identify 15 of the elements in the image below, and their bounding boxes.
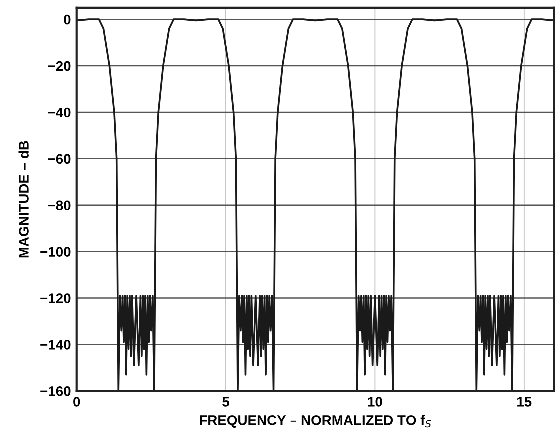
y-tick-label: −60 bbox=[48, 154, 71, 164]
y-tick-label: −20 bbox=[48, 61, 71, 72]
x-tick-label: 0 bbox=[74, 397, 80, 407]
y-tick-label: −160 bbox=[40, 386, 71, 396]
y-tick-label: 0 bbox=[64, 14, 71, 25]
x-axis-title: FREQUENCY – NORMALIZED TO f$_{S}$ bbox=[200, 415, 432, 428]
y-axis-title: MAGNITUDE – dB bbox=[18, 141, 29, 258]
x-tick-label: 10 bbox=[368, 397, 382, 407]
y-tick-label: −100 bbox=[40, 247, 71, 257]
y-tick-label: −140 bbox=[40, 340, 71, 350]
x-tick-label: 15 bbox=[518, 397, 532, 407]
x-tick-label: 5 bbox=[222, 397, 230, 407]
y-tick-label: −40 bbox=[48, 108, 71, 118]
y-tick-label: −80 bbox=[48, 200, 71, 211]
y-tick-label: −120 bbox=[40, 294, 71, 304]
